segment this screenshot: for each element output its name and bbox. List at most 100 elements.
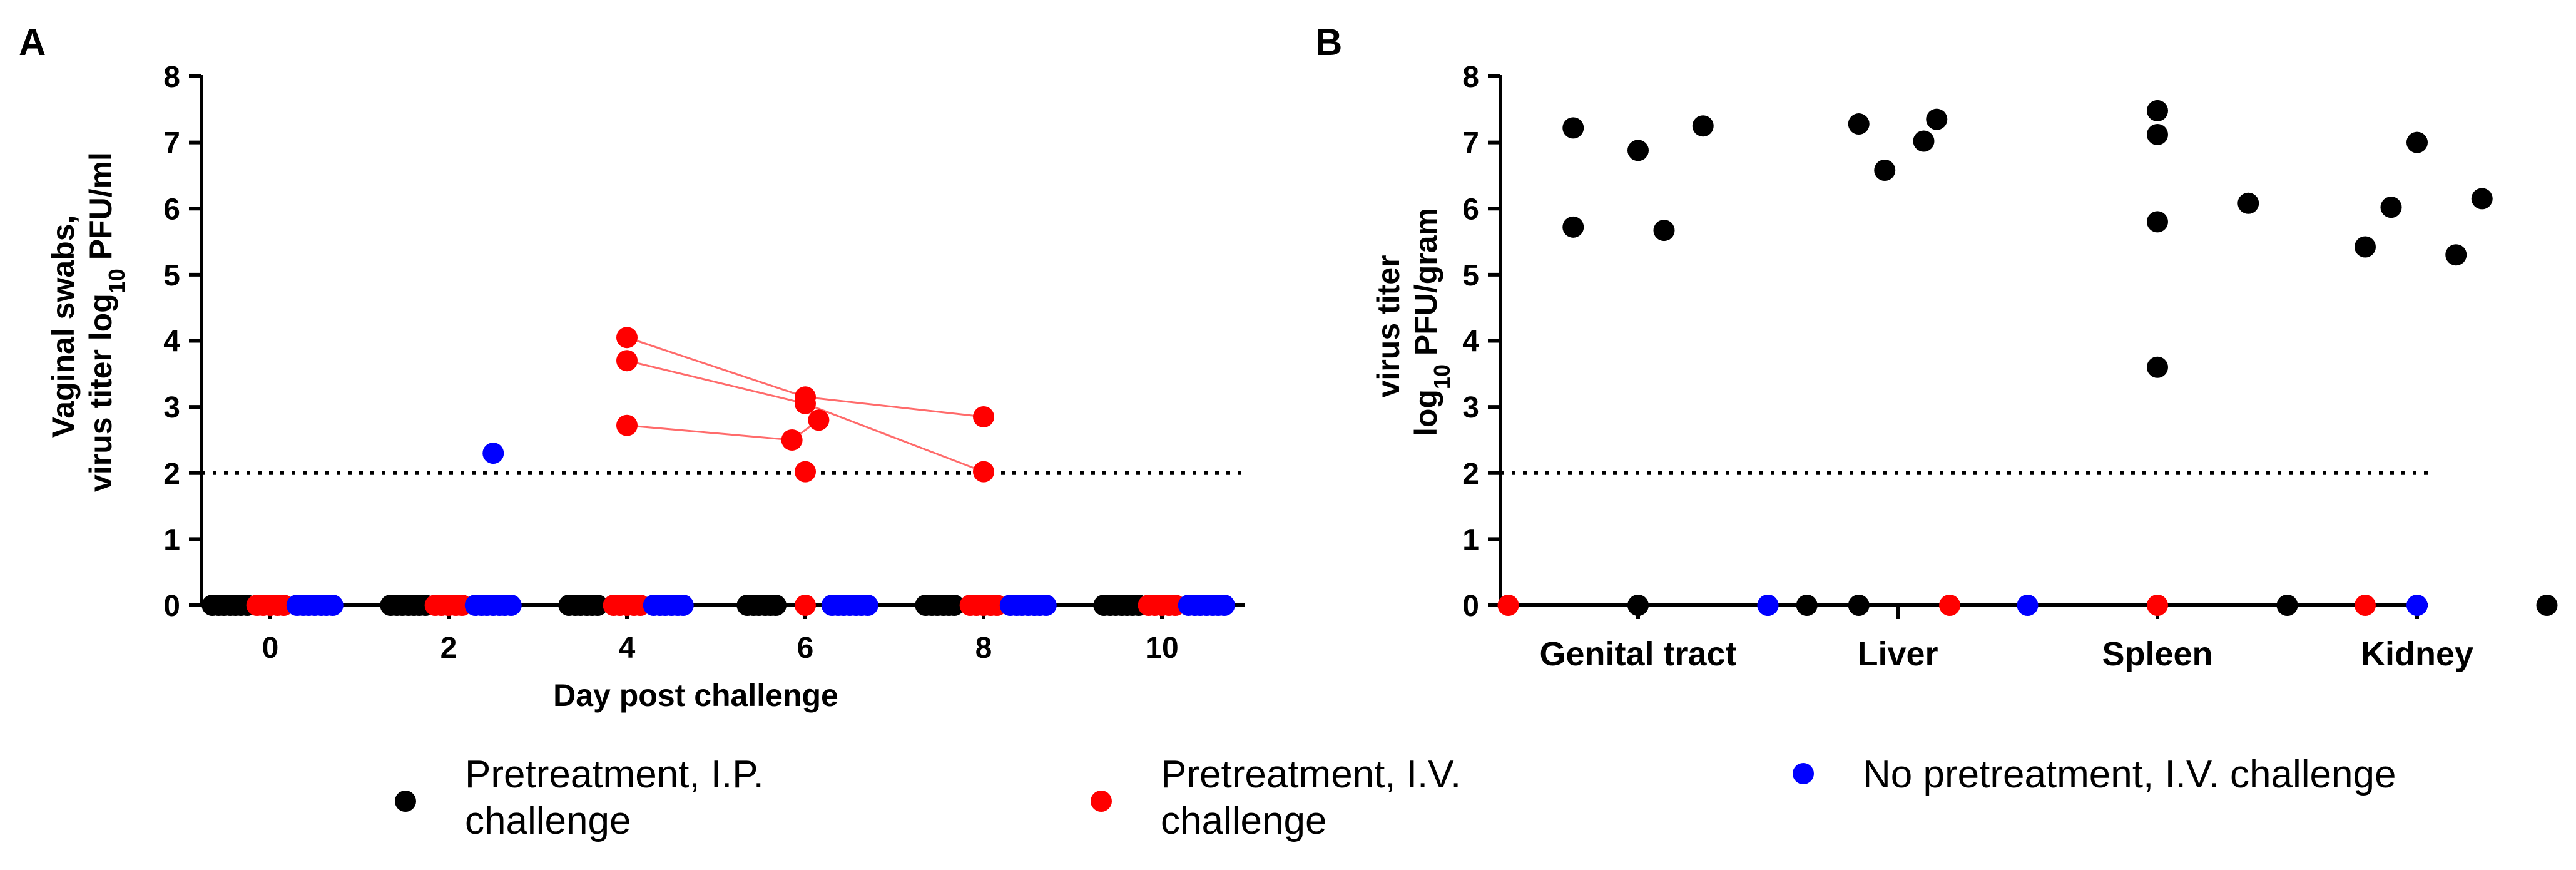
- panel-b-data-point: [1627, 140, 1649, 161]
- panel-a-y-tick-label: 7: [163, 127, 180, 160]
- panel-b-data-point: [1939, 595, 1960, 616]
- legend-label-iv-line1: Pretreatment, I.V.: [1161, 753, 1461, 796]
- panel-b-data-point: [2406, 131, 2428, 153]
- panel-b-points: [1497, 100, 2558, 616]
- panel-a-data-point: [616, 414, 638, 436]
- panel-a-data-point: [808, 409, 830, 431]
- panel-b-data-point: [2147, 123, 2168, 145]
- panel-b-data-point: [2536, 595, 2558, 616]
- panel-a-y-tick-label: 2: [163, 458, 180, 491]
- panel-a-data-point: [322, 595, 344, 616]
- legend-entry-iv: Pretreatment, I.V. challenge: [1091, 753, 1461, 842]
- panel-b-y-axis-label-line2: log: [1408, 389, 1443, 436]
- panel-a-data-point: [973, 406, 994, 427]
- panel-b-y-tick-label: 3: [1462, 391, 1479, 424]
- legend-marker-red: [1091, 791, 1112, 812]
- panel-a-data-point: [795, 461, 816, 483]
- panel-a-data-point: [857, 595, 878, 616]
- panel-b-data-point: [2406, 595, 2428, 616]
- panel-a-y-axis-label-subscript: 10: [104, 269, 130, 294]
- panel-a-data-point: [781, 429, 803, 451]
- panel-b-axes: 0 1 2 3 4 5 6 7 8 Genital tract Liver Spleen Kidney: [1462, 61, 2473, 673]
- panel-a-y-axis-label: Vaginal swabs, virus titer log10 PFU/ml: [46, 152, 130, 492]
- panel-a-data-point: [795, 392, 816, 414]
- panel-b-data-point: [1562, 117, 1584, 139]
- legend-label-no-pretreatment: No pretreatment, I.V. challenge: [1863, 753, 2396, 796]
- panel-b-y-tick-label: 6: [1462, 193, 1479, 226]
- panel-b-data-point: [2355, 236, 2376, 258]
- panel-a-data-point: [795, 595, 816, 616]
- legend-marker-blue: [1793, 763, 1814, 784]
- panel-b-data-point: [1848, 113, 1870, 135]
- panel-a-data-point: [616, 327, 638, 349]
- panel-a-link-line: [626, 359, 984, 473]
- panel-b-y-tick-label: 8: [1462, 61, 1479, 94]
- panel-b-data-point: [2380, 197, 2402, 218]
- panel-b-category-label: Liver: [1857, 635, 1938, 673]
- panel-b-y-tick-label: 4: [1462, 325, 1479, 359]
- panel-b-data-point: [1692, 115, 1714, 137]
- panel-b-data-point: [1627, 595, 1649, 616]
- panel-b-data-point: [1562, 216, 1584, 238]
- panel-b-category-label: Genital tract: [1539, 635, 1736, 673]
- panel-a-data-point: [765, 595, 787, 616]
- panel-a-data-point: [500, 595, 522, 616]
- panel-a-x-tick-label: 8: [975, 632, 992, 665]
- panel-b-data-point: [2147, 595, 2168, 616]
- panel-b-data-point: [1913, 130, 1935, 152]
- panel-b-y-axis-label-line1: virus titer: [1371, 255, 1406, 398]
- panel-a-y-axis-label-line2: virus titer log: [83, 294, 118, 492]
- panel-b-data-point: [1757, 595, 1779, 616]
- panel-b-data-point: [2147, 211, 2168, 233]
- panel-a-y-tick-label: 6: [163, 193, 180, 226]
- panel-a-points: [201, 327, 1235, 616]
- panel-a-letter: A: [19, 21, 46, 63]
- panel-b-y-axis-label: virus titer log10 PFU/gram: [1371, 208, 1455, 436]
- panel-b-data-point: [2147, 356, 2168, 378]
- legend-entry-ip: Pretreatment, I.P. challenge: [395, 753, 764, 842]
- legend-entry-no-pretreatment: No pretreatment, I.V. challenge: [1793, 753, 2396, 796]
- panel-b-y-axis-label-unit: PFU/gram: [1408, 208, 1443, 364]
- panel-a-data-point: [943, 595, 965, 616]
- panel-b-data-point: [1848, 595, 1870, 616]
- panel-a-x-tick-label: 0: [262, 632, 279, 665]
- panel-b-data-point: [2147, 100, 2168, 121]
- panel-a-data-point: [973, 461, 994, 483]
- panel-b-category-label: Spleen: [2102, 635, 2212, 673]
- panel-a-data-point: [586, 595, 608, 616]
- panel-b-data-point: [1874, 159, 1896, 181]
- panel-b-letter: B: [1315, 21, 1342, 63]
- panel-a-data-point: [616, 350, 638, 372]
- panel-b: B 0 1 2 3 4 5 6 7 8 Genital tract Liver Spleen Kidne…: [1315, 21, 2558, 673]
- panel-b-y-tick-label: 0: [1462, 590, 1479, 623]
- panel-a-x-tick-label: 4: [619, 632, 636, 665]
- panel-b-y-tick-label: 7: [1462, 127, 1479, 160]
- panel-b-data-point: [2355, 595, 2376, 616]
- panel-a-y-tick-label: 3: [163, 391, 180, 424]
- panel-a-y-tick-label: 1: [163, 523, 180, 556]
- legend-marker-black: [395, 791, 416, 812]
- panel-b-data-point: [1926, 108, 1948, 130]
- panel-b-y-tick-label: 1: [1462, 523, 1479, 556]
- panel-b-data-point: [1653, 220, 1675, 242]
- panel-b-data-point: [2017, 595, 2039, 616]
- panel-b-data-point: [2276, 595, 2298, 616]
- panel-b-data-point: [1796, 595, 1818, 616]
- panel-a-data-point: [1035, 595, 1057, 616]
- panel-a: A 0 1 2 3 4 5 6 7 8 0 2 4 6 8 10 Day post challenge Va…: [19, 21, 1245, 713]
- panel-b-y-axis-label-subscript: 10: [1429, 364, 1455, 389]
- legend-label-ip-line1: Pretreatment, I.P.: [465, 753, 764, 796]
- panel-a-y-tick-label: 8: [163, 61, 180, 94]
- legend: Pretreatment, I.P. challenge Pretreatmen…: [395, 753, 2396, 842]
- panel-b-category-label: Kidney: [2361, 635, 2473, 673]
- panel-a-x-axis-label: Day post challenge: [553, 678, 838, 713]
- panel-b-data-point: [2471, 188, 2493, 210]
- panel-a-y-axis-label-line1: Vaginal swabs,: [46, 215, 81, 438]
- panel-b-data-point: [1497, 595, 1519, 616]
- panel-a-x-tick-label: 10: [1145, 632, 1178, 665]
- panel-a-axes: 0 1 2 3 4 5 6 7 8 0 2 4 6 8 10: [163, 61, 1245, 665]
- panel-a-data-point: [672, 595, 694, 616]
- panel-a-y-tick-label: 0: [163, 590, 180, 623]
- panel-b-y-tick-label: 2: [1462, 458, 1479, 491]
